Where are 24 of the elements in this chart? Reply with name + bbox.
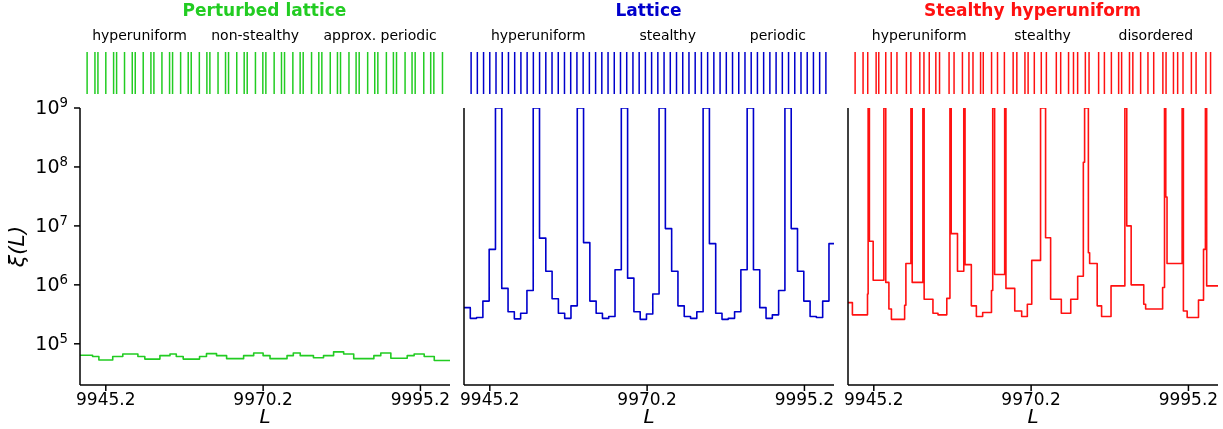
text: hyperuniform: [92, 27, 187, 43]
y-tick-label: 10$^{8}$: [35, 153, 68, 177]
y-tick-label: 10$^{5}$: [35, 330, 68, 354]
chart-title: Stealthy hyperuniform: [923, 0, 1142, 20]
y-tick-label: 10$^{7}$: [35, 212, 68, 236]
x-tick-label: 9945.2: [460, 389, 520, 410]
x-tick-label: 9995.2: [390, 389, 451, 410]
text: hyperuniform: [871, 27, 967, 43]
y-axis-title: ξ(L): [3, 225, 29, 269]
text: disordered: [1118, 27, 1194, 43]
y-tick-label: 10$^{9}$: [35, 94, 68, 118]
text: hyperuniform: [490, 27, 586, 43]
x-tick-label: 9995.2: [1158, 389, 1219, 410]
x-tick-label: 9945.2: [844, 389, 904, 410]
chart-title: Perturbed lattice: [181, 0, 348, 20]
text: stealthy: [1014, 27, 1071, 43]
y-tick-label: 10$^{6}$: [35, 271, 68, 295]
text: periodic: [749, 27, 807, 43]
text: non-stealthy: [211, 27, 300, 43]
x-tick-label: 9995.2: [774, 389, 835, 410]
text: approx. periodic: [323, 27, 437, 43]
text: stealthy: [639, 27, 696, 43]
x-tick-label: 9945.2: [76, 389, 136, 410]
chart-title: Lattice: [614, 0, 683, 20]
